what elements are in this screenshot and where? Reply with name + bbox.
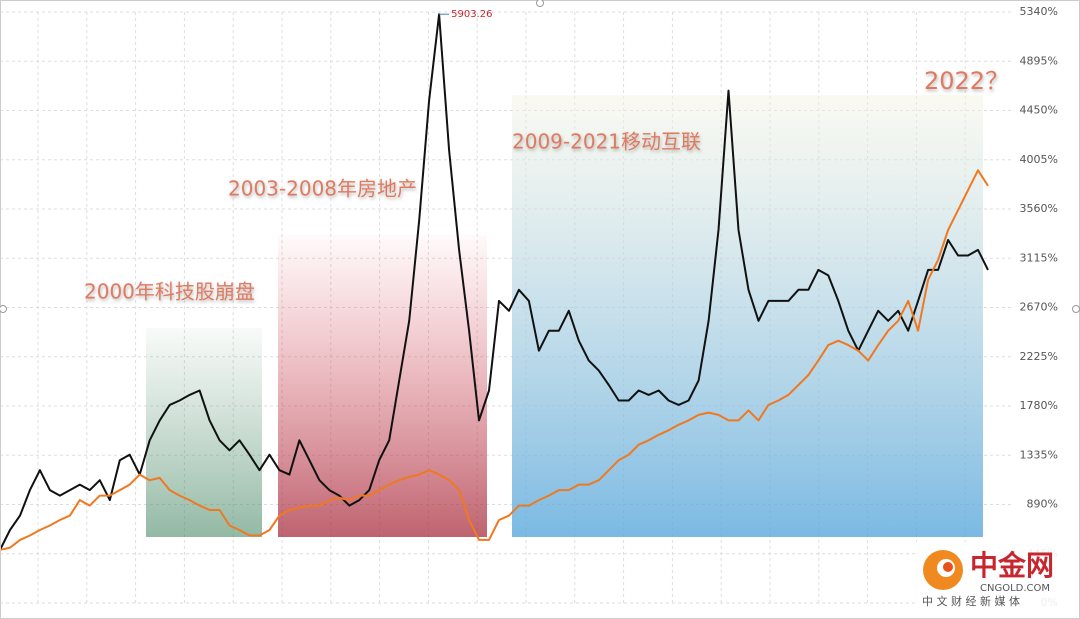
line-series: [0, 169, 989, 551]
y-tick-label: 2225%: [1020, 350, 1058, 363]
y-tick-label: 5340%: [1020, 5, 1058, 18]
y-tick-label: 3560%: [1020, 202, 1058, 215]
y-tick-label: 2670%: [1020, 301, 1058, 314]
y-tick-label: 1335%: [1020, 448, 1058, 461]
logo-slogan: 中 文 财 经 新 媒 体: [922, 594, 1020, 608]
logo: 中金网 CNGOLD.COM 中 文 财 经 新 媒 体: [915, 542, 1075, 614]
y-tick-label: 4005%: [1020, 153, 1058, 166]
y-tick-label: 3115%: [1020, 251, 1058, 264]
logo-icon: [943, 562, 953, 572]
region-mobile-internet: [512, 95, 983, 537]
logo-name: 中金网: [970, 549, 1054, 582]
handle: [0, 305, 7, 313]
handle: [536, 0, 544, 7]
handle: [1072, 305, 1080, 313]
logo-site: CNGOLD.COM: [980, 583, 1050, 594]
y-tick-label: 4895%: [1020, 54, 1058, 67]
line-series: [0, 13, 989, 551]
y-tick-label: 890%: [1027, 498, 1058, 511]
y-tick-label: 4450%: [1020, 104, 1058, 117]
region-tech-crash: [146, 328, 262, 537]
peak-label: 5903.26: [451, 9, 492, 20]
lines: 5903.26: [0, 9, 989, 551]
annotation: 2003-2008年房地产: [228, 177, 417, 201]
y-axis: 0%445%890%1335%1780%2225%2670%3115%3560%…: [1020, 5, 1058, 609]
annotation: 2022？: [924, 67, 1009, 95]
region-real-estate: [278, 235, 487, 537]
annotation: 2009-2021移动互联: [512, 130, 701, 154]
y-tick-label: 1780%: [1020, 399, 1058, 412]
annotation: 2000年科技股崩盘: [84, 280, 255, 304]
